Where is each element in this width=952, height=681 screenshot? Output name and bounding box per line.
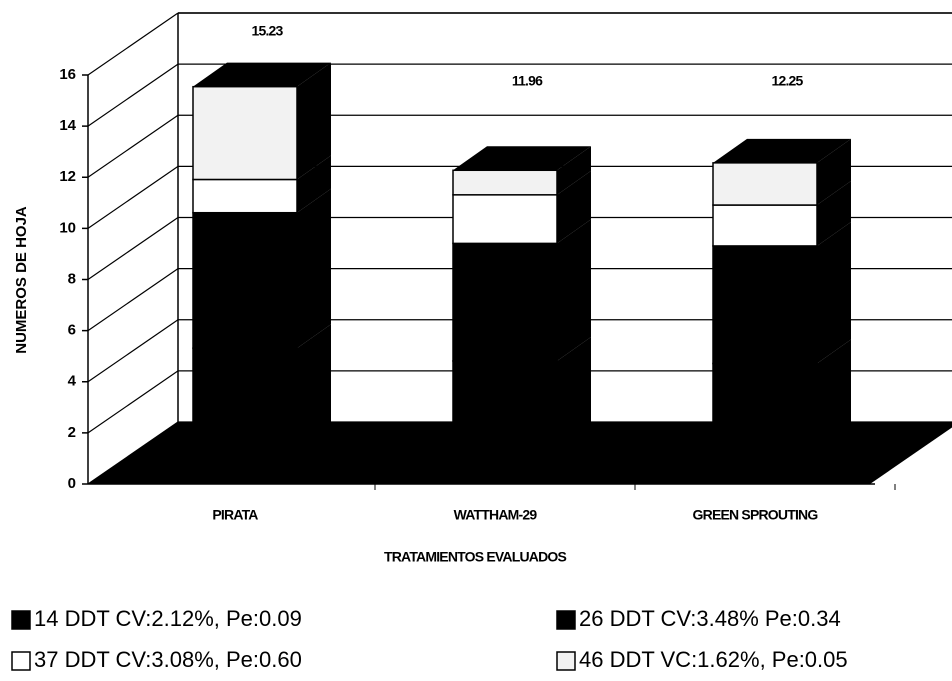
- bar-segment: [452, 360, 558, 477]
- bar-side: [297, 155, 331, 213]
- bar-segment: [192, 211, 298, 349]
- grid-line: [87, 114, 179, 178]
- x-tick-label: GREEN SPROUTING: [693, 507, 819, 523]
- bar-side: [557, 219, 591, 361]
- total-label: 12.25: [771, 73, 803, 89]
- y-tick-label: 12: [59, 168, 76, 185]
- bar-side: [817, 221, 851, 364]
- bar-side: [817, 339, 851, 476]
- y-axis-label: NUMEROS DE HOJA: [13, 206, 30, 354]
- total-label: 11.96: [512, 73, 543, 89]
- bar-segment: [712, 362, 818, 477]
- legend-swatch: [11, 610, 31, 630]
- bar-side: [557, 170, 591, 244]
- legend-label: 26 DDT CV:3.48% Pe:0.34: [579, 606, 841, 631]
- bar-segment: [452, 169, 558, 196]
- y-tick-label: 0: [68, 475, 76, 492]
- bar-segment: [712, 162, 818, 206]
- bar-side: [557, 336, 591, 476]
- bar-side: [817, 181, 851, 246]
- y-tick-label: 10: [59, 219, 76, 236]
- y-tick-label: 4: [68, 373, 77, 390]
- bar-side: [297, 188, 331, 349]
- bar-segment: [452, 194, 558, 245]
- grid-line: [87, 319, 179, 383]
- legend-label: 37 DDT CV:3.08%, Pe:0.60: [34, 647, 302, 672]
- x-axis-label: TRATAMIENTOS EVALUADOS: [384, 549, 566, 565]
- bar-side: [297, 62, 331, 180]
- legend-label: 46 DDT VC:1.62%, Pe:0.05: [579, 647, 848, 672]
- total-label: 15.23: [251, 23, 283, 39]
- legend-label: 14 DDT CV:2.12%, Pe:0.09: [34, 606, 302, 631]
- bar-segment: [452, 242, 558, 362]
- legend-swatch: [556, 610, 576, 630]
- y-tick-label: 2: [68, 424, 76, 441]
- legend-swatch: [11, 651, 31, 671]
- bar-top: [713, 138, 851, 163]
- y-tick-label: 16: [59, 66, 76, 83]
- bar-segment: [712, 245, 818, 365]
- bar-top: [453, 146, 591, 171]
- bar-top: [193, 62, 331, 87]
- x-tick-label: PIRATA: [212, 507, 258, 523]
- bar-segment: [192, 178, 298, 214]
- bar-segment: [192, 85, 298, 181]
- y-tick-label: 8: [68, 270, 76, 287]
- grid-line: [87, 370, 179, 434]
- bar-side: [557, 146, 591, 195]
- bar-side: [297, 324, 331, 476]
- grid-line: [87, 165, 179, 229]
- bar-segment: [192, 347, 298, 477]
- y-tick-label: 14: [59, 117, 76, 134]
- x-tick-label: WATTHAM-29: [454, 507, 538, 523]
- grid-line: [87, 63, 179, 127]
- legend-swatch: [556, 651, 576, 671]
- grid-line: [87, 217, 179, 280]
- bar-side: [817, 138, 851, 206]
- grid-line: [87, 268, 179, 332]
- y-tick-label: 6: [68, 322, 76, 339]
- grid-line: [87, 12, 179, 76]
- bar-segment: [712, 204, 818, 247]
